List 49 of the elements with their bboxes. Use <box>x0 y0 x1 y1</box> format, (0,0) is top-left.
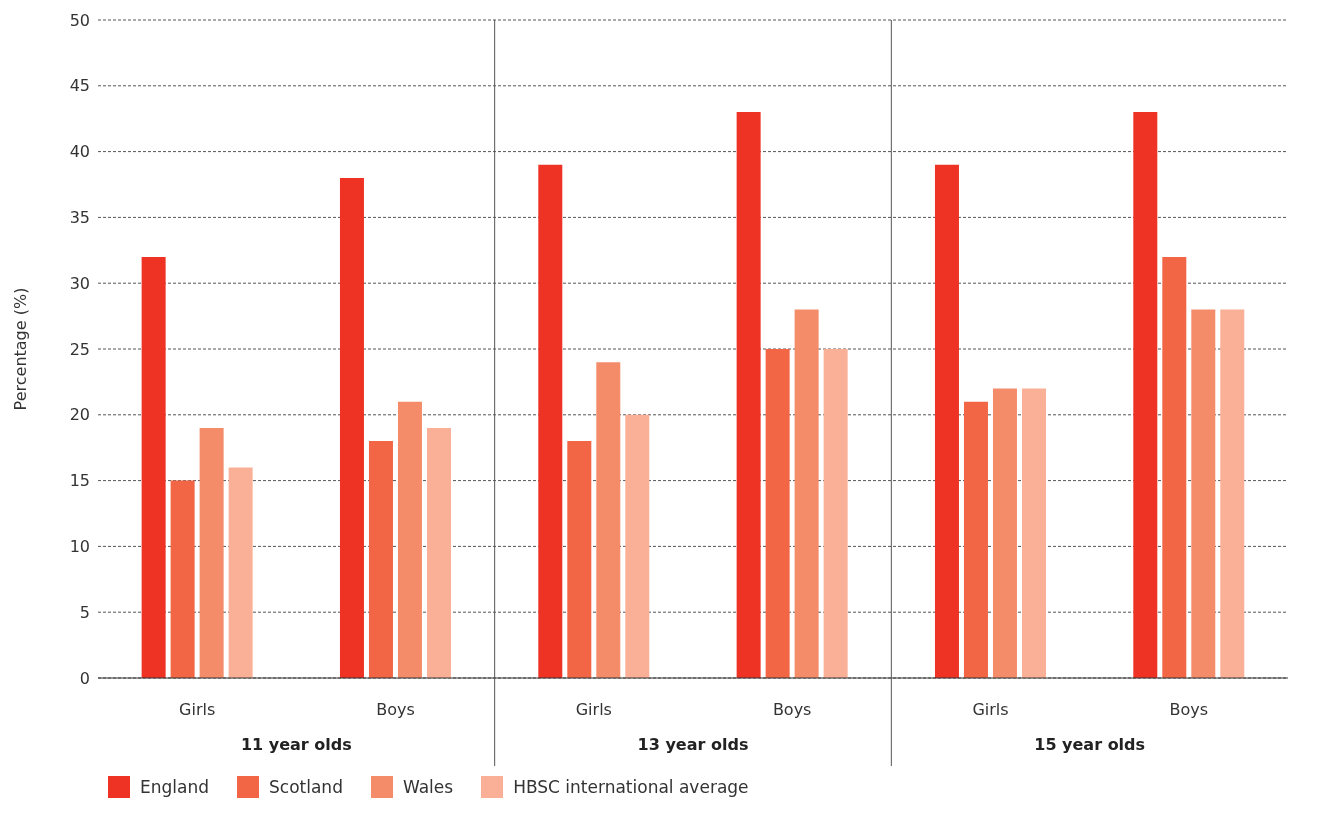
y-tick-label: 10 <box>69 537 90 557</box>
bar <box>426 427 451 678</box>
y-tick-label: 20 <box>69 405 90 425</box>
text: 11 year olds <box>240 735 352 754</box>
bar <box>765 349 790 678</box>
bar <box>1220 309 1245 678</box>
bar <box>625 414 650 678</box>
legend-label: HBSC international average <box>513 777 749 797</box>
y-axis-title: Percentage (%) <box>10 287 30 411</box>
y-tick-label: 0 <box>79 668 90 688</box>
x-tick-label: Boys <box>772 700 812 720</box>
bar <box>339 177 364 678</box>
bar <box>368 441 393 678</box>
y-tick-label: 30 <box>69 273 90 293</box>
bar <box>397 401 422 678</box>
x-tick-label: Girls <box>179 700 216 720</box>
y-tick-label: 45 <box>69 76 90 96</box>
bar <box>963 401 988 678</box>
legend-label: Scotland <box>269 777 343 797</box>
y-tick-label: 15 <box>69 471 90 491</box>
bar <box>567 441 592 678</box>
y-tick-label: 40 <box>69 142 90 162</box>
text: 13 year olds <box>637 735 749 754</box>
bar <box>823 349 848 678</box>
bar <box>794 309 819 678</box>
legend-label: Wales <box>402 777 454 797</box>
bar <box>199 427 224 678</box>
x-tick-label: Girls <box>575 700 612 720</box>
bar <box>736 112 761 678</box>
y-tick-label: 25 <box>69 339 90 359</box>
y-tick-label: 50 <box>69 10 90 30</box>
x-tick-label: Girls <box>972 700 1009 720</box>
bar <box>992 388 1017 678</box>
y-tick-label: 5 <box>79 602 90 622</box>
bar <box>1021 388 1046 678</box>
bar <box>1191 309 1216 678</box>
bar <box>141 256 166 678</box>
legend-label: England <box>140 777 210 797</box>
bar <box>596 362 621 678</box>
text: 15 year olds <box>1034 735 1146 754</box>
y-tick-label: 35 <box>69 208 90 228</box>
bar <box>1162 256 1187 678</box>
bar <box>170 480 195 678</box>
bar <box>934 164 959 678</box>
x-tick-label: Boys <box>1169 700 1209 720</box>
bar <box>1133 112 1158 678</box>
bar <box>538 164 563 678</box>
x-tick-label: Boys <box>376 700 415 720</box>
bar <box>228 467 253 678</box>
